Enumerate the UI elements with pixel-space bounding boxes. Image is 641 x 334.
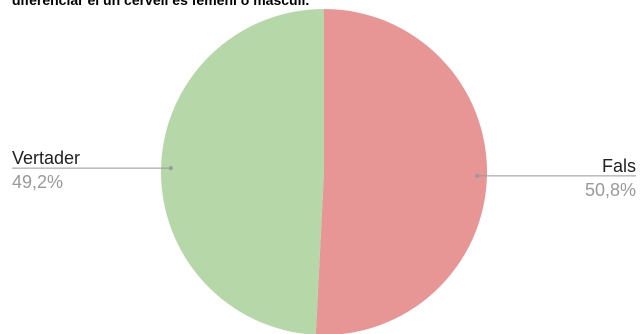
chart-title: diferenciar el un cervell es femení o ma… [12, 0, 309, 8]
slice-value-label: 49,2% [12, 172, 63, 192]
slice-label: Vertader [12, 148, 80, 168]
pie-slice [161, 9, 324, 334]
leader-dot [168, 166, 173, 171]
slice-value-label: 50,8% [585, 180, 636, 200]
leader-dot [475, 173, 480, 178]
pie-slice [315, 9, 487, 334]
slice-label: Fals [602, 156, 636, 176]
